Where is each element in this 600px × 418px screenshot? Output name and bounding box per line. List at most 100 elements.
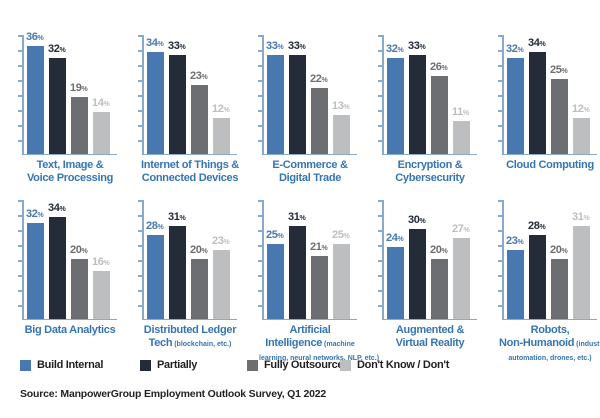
value-label: 20% <box>70 243 88 256</box>
y-axis-tick <box>138 65 142 67</box>
y-axis-tick <box>138 110 142 112</box>
bar-partially <box>289 225 306 319</box>
bar-partially <box>529 234 546 319</box>
y-axis-tick <box>138 260 142 262</box>
chart-title-line: Virtual Reality <box>395 336 465 349</box>
chart-title-line: Internet of Things & <box>141 159 239 171</box>
legend-item-partially: Partially <box>140 359 197 371</box>
bar-build-internal <box>387 246 404 319</box>
chart-title: Augmented & Virtual Reality <box>379 324 481 349</box>
chart-title-line: Augmented & <box>395 324 465 336</box>
y-axis-tick <box>258 65 262 67</box>
y-axis-tick <box>378 305 382 307</box>
y-axis-tick <box>378 275 382 277</box>
legend-swatch <box>140 359 151 371</box>
y-axis-tick <box>258 230 262 232</box>
y-axis-tick <box>18 80 22 82</box>
bar-don-t-know-don-t <box>93 111 110 154</box>
y-axis-tick <box>378 290 382 292</box>
y-axis-tick <box>378 260 382 262</box>
x-axis <box>262 318 357 320</box>
y-axis-tick <box>138 35 142 37</box>
value-label: 32% <box>506 42 524 55</box>
value-label: 25% <box>332 228 350 241</box>
bar-fully-outsource <box>431 75 448 154</box>
y-axis-tick <box>378 125 382 127</box>
bar-fully-outsource <box>191 84 208 154</box>
value-label: 36% <box>26 30 44 43</box>
value-label: 31% <box>288 210 306 223</box>
y-axis-tick <box>18 50 22 52</box>
y-axis-tick <box>18 275 22 277</box>
y-axis <box>22 200 24 320</box>
y-axis-tick <box>258 110 262 112</box>
y-axis-tick <box>258 200 262 202</box>
y-axis-tick <box>258 50 262 52</box>
y-axis-tick <box>498 50 502 52</box>
bar-build-internal <box>507 249 524 319</box>
y-axis-tick <box>378 140 382 142</box>
y-axis-tick <box>18 95 22 97</box>
plot-area: 28% 31% 20% 23% <box>138 200 237 320</box>
y-axis-tick <box>18 35 22 37</box>
value-label: 32% <box>386 42 404 55</box>
bar-partially <box>289 54 306 154</box>
y-axis-tick <box>18 245 22 247</box>
value-label: 20% <box>550 243 568 256</box>
plot-area: 33% 33% 22% 13% <box>258 35 357 155</box>
y-axis-tick <box>18 110 22 112</box>
legend-label: Don't Know / Don't <box>357 359 450 371</box>
y-axis-tick <box>138 80 142 82</box>
y-axis-tick <box>498 260 502 262</box>
y-axis <box>22 35 24 155</box>
plot-area: 32% 34% 25% 12% <box>498 35 597 155</box>
bar-fully-outsource <box>431 258 448 319</box>
chart-title-line: Text, Image & <box>36 159 104 171</box>
y-axis-tick <box>138 95 142 97</box>
chart-panel: 33% 33% 22% 13% E-Commerce & Digital Trade <box>240 35 360 184</box>
chart-title-line: Connected Devices <box>141 171 239 184</box>
value-label: 14% <box>92 96 110 109</box>
y-axis-tick <box>138 230 142 232</box>
bar-don-t-know-don-t <box>573 225 590 319</box>
x-axis <box>382 318 477 320</box>
chart-panel: 25% 31% 21% 25% Artificial Intelligence (mach… <box>240 200 379 366</box>
value-label: 13% <box>332 99 350 112</box>
y-axis <box>502 35 504 155</box>
y-axis-tick <box>18 230 22 232</box>
value-label: 28% <box>528 219 546 232</box>
plot-area: 36% 32% 19% 14% <box>18 31 117 155</box>
y-axis-tick <box>258 35 262 37</box>
chart-title: Cloud Computing <box>499 159 600 172</box>
y-axis <box>142 35 144 155</box>
x-axis <box>142 153 237 155</box>
plot-area: 25% 31% 21% 25% <box>258 200 357 320</box>
value-label: 25% <box>550 63 568 76</box>
chart-row-top: 36% 32% 19% 14% Text, Image & Voice Processin… <box>0 31 600 184</box>
chart-title-line: Robots, <box>530 324 570 336</box>
chart-title: Text, Image & Voice Processing <box>19 159 121 184</box>
value-label: 32% <box>26 207 44 220</box>
bar-don-t-know-don-t <box>213 117 230 154</box>
y-axis-tick <box>138 215 142 217</box>
bar-fully-outsource <box>191 258 208 319</box>
y-axis-tick <box>138 200 142 202</box>
chart-title: Internet of Things & Connected Devices <box>139 159 241 184</box>
y-axis-tick <box>378 215 382 217</box>
bar-partially <box>409 228 426 319</box>
value-label: 34% <box>48 201 66 214</box>
y-axis-tick <box>498 290 502 292</box>
chart-panel: 36% 32% 19% 14% Text, Image & Voice Processin… <box>0 31 121 184</box>
x-axis <box>22 153 117 155</box>
y-axis-tick <box>18 65 22 67</box>
value-label: 33% <box>288 39 306 52</box>
y-axis-tick <box>18 290 22 292</box>
chart-row-bottom: 32% 34% 20% 16% Big Data Analytics 28% 31% 20% 2… <box>0 200 600 366</box>
bar-partially <box>409 54 426 154</box>
legend-swatch <box>340 359 351 371</box>
value-label: 28% <box>146 219 164 232</box>
chart-title-line: Artificial <box>289 324 331 336</box>
y-axis-tick <box>258 305 262 307</box>
y-axis-tick <box>378 50 382 52</box>
